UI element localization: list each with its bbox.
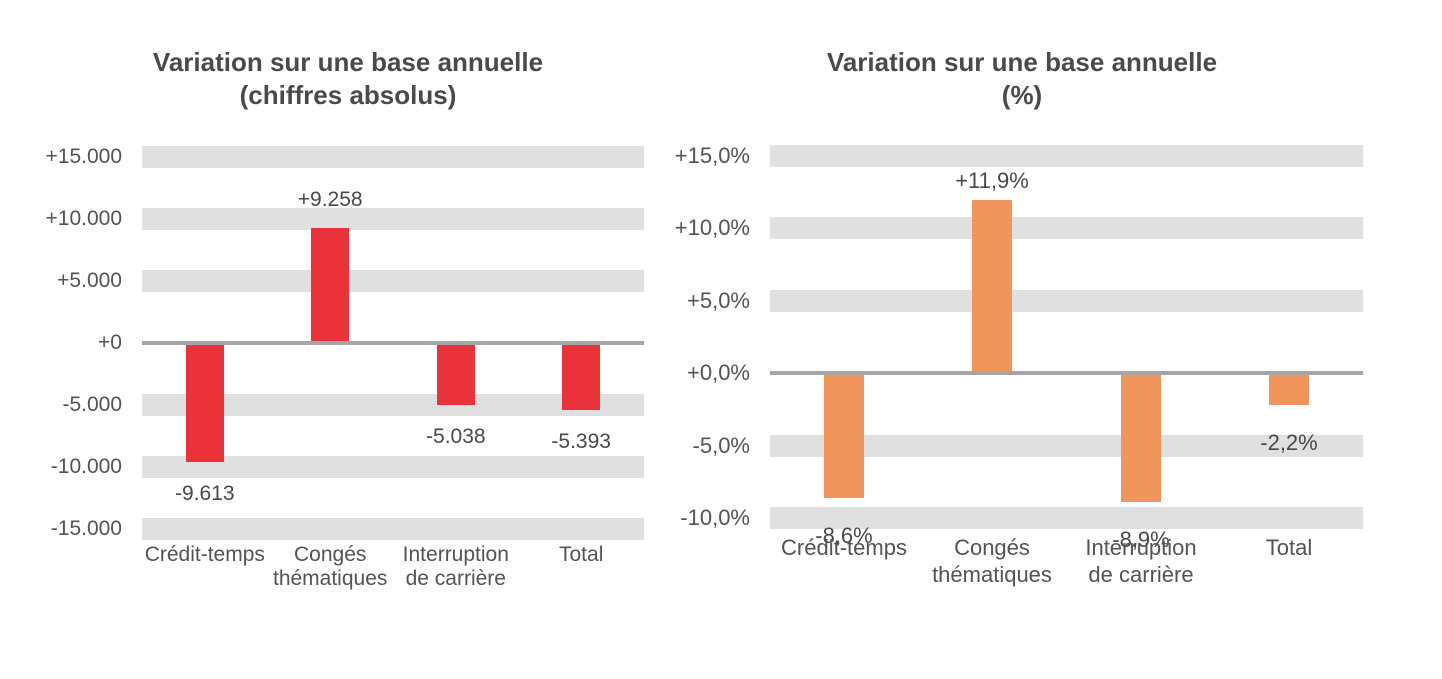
zero-axis-line [142,341,644,345]
gridline-band [142,394,644,416]
y-tick-label: -5,0% [692,432,750,458]
bar-value-label: -8,9% [1112,527,1170,553]
category-label: Total [559,543,604,566]
category-label: Interruption de carrière [402,543,509,590]
category-label: Crédit-temps [781,535,907,560]
y-tick-label: -15.000 [50,517,122,540]
chart-absolute-title: Variation sur une base annuelle (chiffre… [40,46,656,112]
y-tick-label: +15.000 [45,145,123,168]
gridline-band [142,208,644,230]
gridline-band [142,518,644,540]
chart-absolute-title-line1: Variation sur une base annuelle [152,47,544,77]
y-tick-label: +5.000 [57,269,122,292]
y-tick-label: +10.000 [45,207,123,230]
gridline-band [770,289,1363,312]
bar-cong-s-th-matiques [972,200,1012,371]
gridline-band [142,270,644,292]
bar-total [1269,375,1309,405]
y-tick-label: -10.000 [50,455,122,478]
y-tick-label: -5.000 [62,393,122,416]
bar-value-label: -8,6% [815,522,873,548]
bar-total [562,345,601,410]
bar-cr-dit-temps [185,345,224,463]
y-tick-label: +5,0% [687,287,750,313]
bar-value-label: -5.393 [551,429,611,453]
y-tick-label: +0 [98,331,122,354]
chart-percent-title: Variation sur une base annuelle (%) [714,46,1330,112]
category-label: Congés thématiques [272,543,388,590]
y-tick-label: +15,0% [674,142,750,168]
bar-interruption-de-carri-re [1121,375,1161,503]
bar-value-label: -5.038 [426,425,486,449]
bar-value-label: -2,2% [1260,429,1318,455]
gridline-band [770,507,1363,529]
y-tick-label: +10,0% [674,215,750,240]
bar-cong-s-th-matiques [311,228,350,341]
gridline-band [770,217,1363,239]
bar-value-label: -9.613 [175,482,235,506]
category-label: Congés thématiques [932,535,1052,587]
chart-percent-title-line1: Variation sur une base annuelle [826,47,1218,77]
category-label: Crédit-temps [144,543,265,566]
chart-absolute-title-line2: (chiffres absolus) [239,80,457,110]
gridline-band [142,146,644,168]
chart-percent-title-line2: (%) [1001,80,1043,110]
y-tick-label: +0,0% [687,360,750,385]
zero-axis-line [770,371,1363,375]
bar-cr-dit-temps [824,375,864,498]
bar-value-label: +9.258 [297,188,363,212]
gridline-band [770,434,1363,457]
category-label: Interruption de carrière [1085,535,1197,587]
bar-interruption-de-carri-re [436,345,475,406]
category-label: Total [1265,535,1313,560]
bar-value-label: +11,9% [955,168,1029,194]
gridline-band [770,144,1363,167]
y-tick-label: -10,0% [680,505,750,530]
gridline-band [142,456,644,478]
